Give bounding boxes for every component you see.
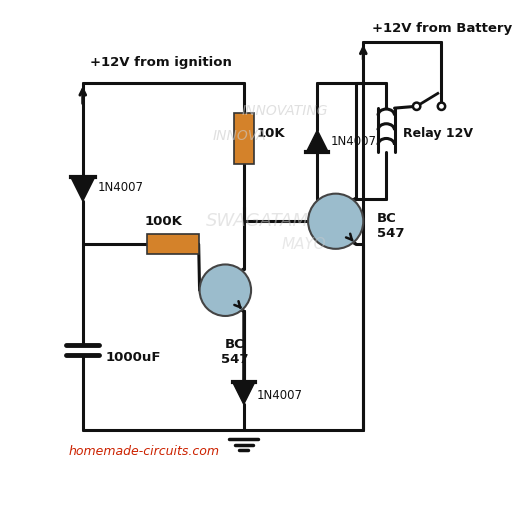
Text: INNOVATING: INNOVATING: [242, 104, 329, 118]
Text: MAYO: MAYO: [281, 237, 326, 252]
Text: Relay 12V: Relay 12V: [403, 127, 473, 140]
Circle shape: [438, 102, 445, 110]
Bar: [147, 234, 199, 254]
Text: 1000uF: 1000uF: [106, 351, 161, 364]
Text: 100K: 100K: [145, 215, 183, 228]
Polygon shape: [306, 130, 329, 152]
Bar: [234, 113, 254, 164]
Text: +12V from Battery: +12V from Battery: [373, 22, 513, 34]
Text: BC
547: BC 547: [221, 338, 248, 366]
Polygon shape: [71, 177, 95, 201]
Text: 1N4007: 1N4007: [331, 135, 377, 148]
Circle shape: [200, 265, 251, 316]
Text: 1N4007: 1N4007: [257, 389, 303, 401]
Polygon shape: [233, 382, 255, 404]
Text: 10K: 10K: [257, 127, 285, 140]
Circle shape: [413, 102, 420, 110]
Text: INNOVA: INNOVA: [212, 129, 266, 143]
Text: 1N4007: 1N4007: [98, 181, 144, 194]
Circle shape: [308, 194, 363, 249]
Text: homemade-circuits.com: homemade-circuits.com: [69, 444, 220, 458]
Text: BC
547: BC 547: [377, 212, 404, 240]
Text: +12V from ignition: +12V from ignition: [90, 56, 232, 70]
Text: SWAGATAM: SWAGATAM: [206, 212, 309, 230]
